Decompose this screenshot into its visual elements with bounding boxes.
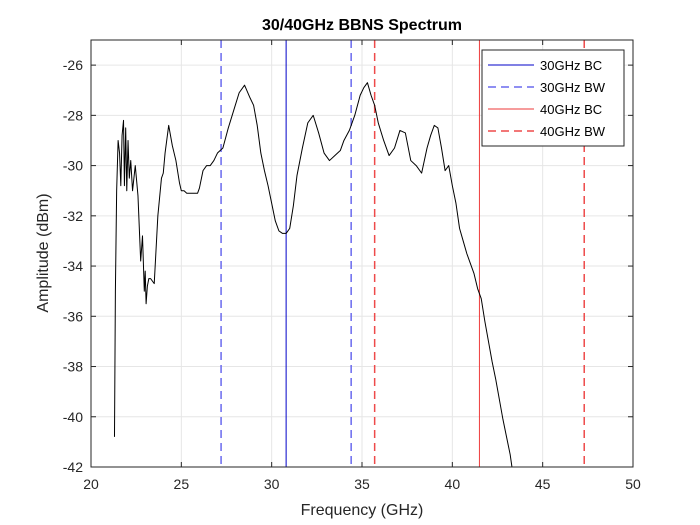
y-tick-label: -38 bbox=[63, 359, 83, 375]
legend-box bbox=[481, 49, 625, 147]
y-tick-label: -26 bbox=[63, 57, 83, 73]
y-tick-label: -30 bbox=[63, 158, 83, 174]
x-tick-label: 45 bbox=[535, 476, 551, 492]
x-tick-label: 35 bbox=[354, 476, 370, 492]
spectrum-line bbox=[113, 82, 513, 468]
legend-label: 40GHz BC bbox=[540, 102, 602, 117]
y-tick-label: -36 bbox=[63, 308, 83, 324]
y-tick-label: -34 bbox=[63, 258, 83, 274]
legend-label: 30GHz BC bbox=[540, 58, 602, 73]
legend: 30GHz BC 30GHz BW 40GHz BC 40GHz BW bbox=[481, 49, 625, 147]
y-tick-label: -28 bbox=[63, 107, 83, 123]
x-tick-label: 50 bbox=[625, 476, 641, 492]
x-tick-label: 40 bbox=[445, 476, 461, 492]
y-axis-label: Amplitude (dBm) bbox=[35, 193, 52, 312]
x-axis-label: Frequency (GHz) bbox=[301, 502, 424, 519]
x-tick-label: 30 bbox=[264, 476, 280, 492]
ticks: 20 25 30 35 40 45 50 -42 -40 -38 -36 -34 -32 -30 -28 -2… bbox=[63, 40, 641, 492]
legend-label: 30GHz BW bbox=[540, 80, 606, 95]
legend-label: 40GHz BW bbox=[540, 124, 606, 139]
y-tick-label: -42 bbox=[63, 459, 83, 475]
y-tick-label: -40 bbox=[63, 409, 83, 425]
x-tick-label: 20 bbox=[83, 476, 99, 492]
x-tick-label: 25 bbox=[174, 476, 190, 492]
y-tick-label: -32 bbox=[63, 208, 83, 224]
spectrum-series-layer bbox=[113, 82, 513, 468]
chart-title: 30/40GHz BBNS Spectrum bbox=[262, 17, 462, 34]
